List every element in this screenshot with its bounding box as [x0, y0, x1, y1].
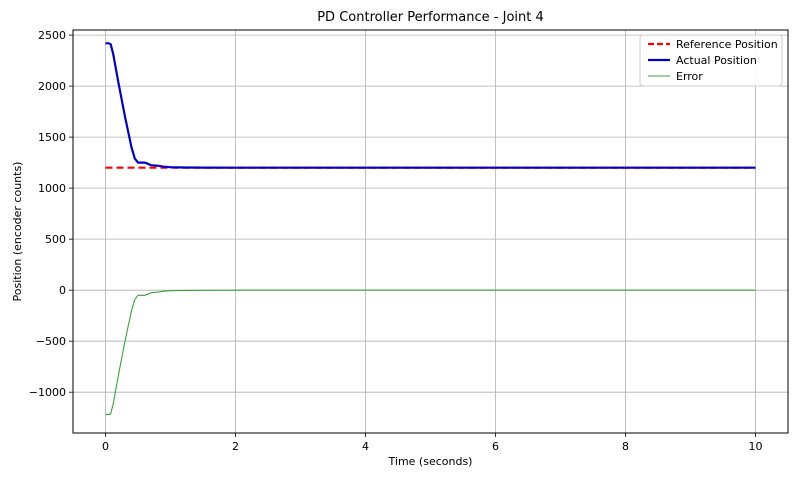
- legend-label: Actual Position: [676, 54, 757, 67]
- x-tick-label: 4: [362, 440, 369, 453]
- x-axis-label: Time (seconds): [388, 455, 473, 468]
- y-tick-label: −1000: [29, 386, 66, 399]
- series-line-2: [105, 289, 756, 416]
- y-tick-label: 500: [45, 233, 66, 246]
- legend-label: Reference Position: [676, 38, 778, 51]
- y-tick-label: 0: [59, 284, 66, 297]
- y-axis-label: Position (encoder counts): [11, 162, 24, 302]
- x-tick-label: 8: [622, 440, 629, 453]
- axis-ticks: 0 2 4 6 8 10 −1000 −500 0 500 1000 1500 2000 2500: [29, 29, 763, 453]
- legend-label: Error: [676, 70, 703, 83]
- legend: Reference Position Actual Position Error: [639, 34, 783, 87]
- x-tick-label: 2: [232, 440, 239, 453]
- x-tick-label: 6: [492, 440, 499, 453]
- plot-frame: [72, 29, 789, 434]
- y-tick-label: 1000: [38, 182, 66, 195]
- y-tick-label: 2000: [38, 80, 66, 93]
- x-tick-label: 10: [749, 440, 763, 453]
- y-tick-label: 1500: [38, 131, 66, 144]
- grid: [73, 30, 788, 433]
- plot-series: [105, 42, 756, 416]
- y-tick-label: 2500: [38, 29, 66, 42]
- chart-title: PD Controller Performance - Joint 4: [317, 10, 544, 25]
- x-tick-label: 0: [102, 440, 109, 453]
- series-line-1: [105, 42, 756, 169]
- y-tick-label: −500: [36, 335, 66, 348]
- legend-box: [639, 34, 783, 87]
